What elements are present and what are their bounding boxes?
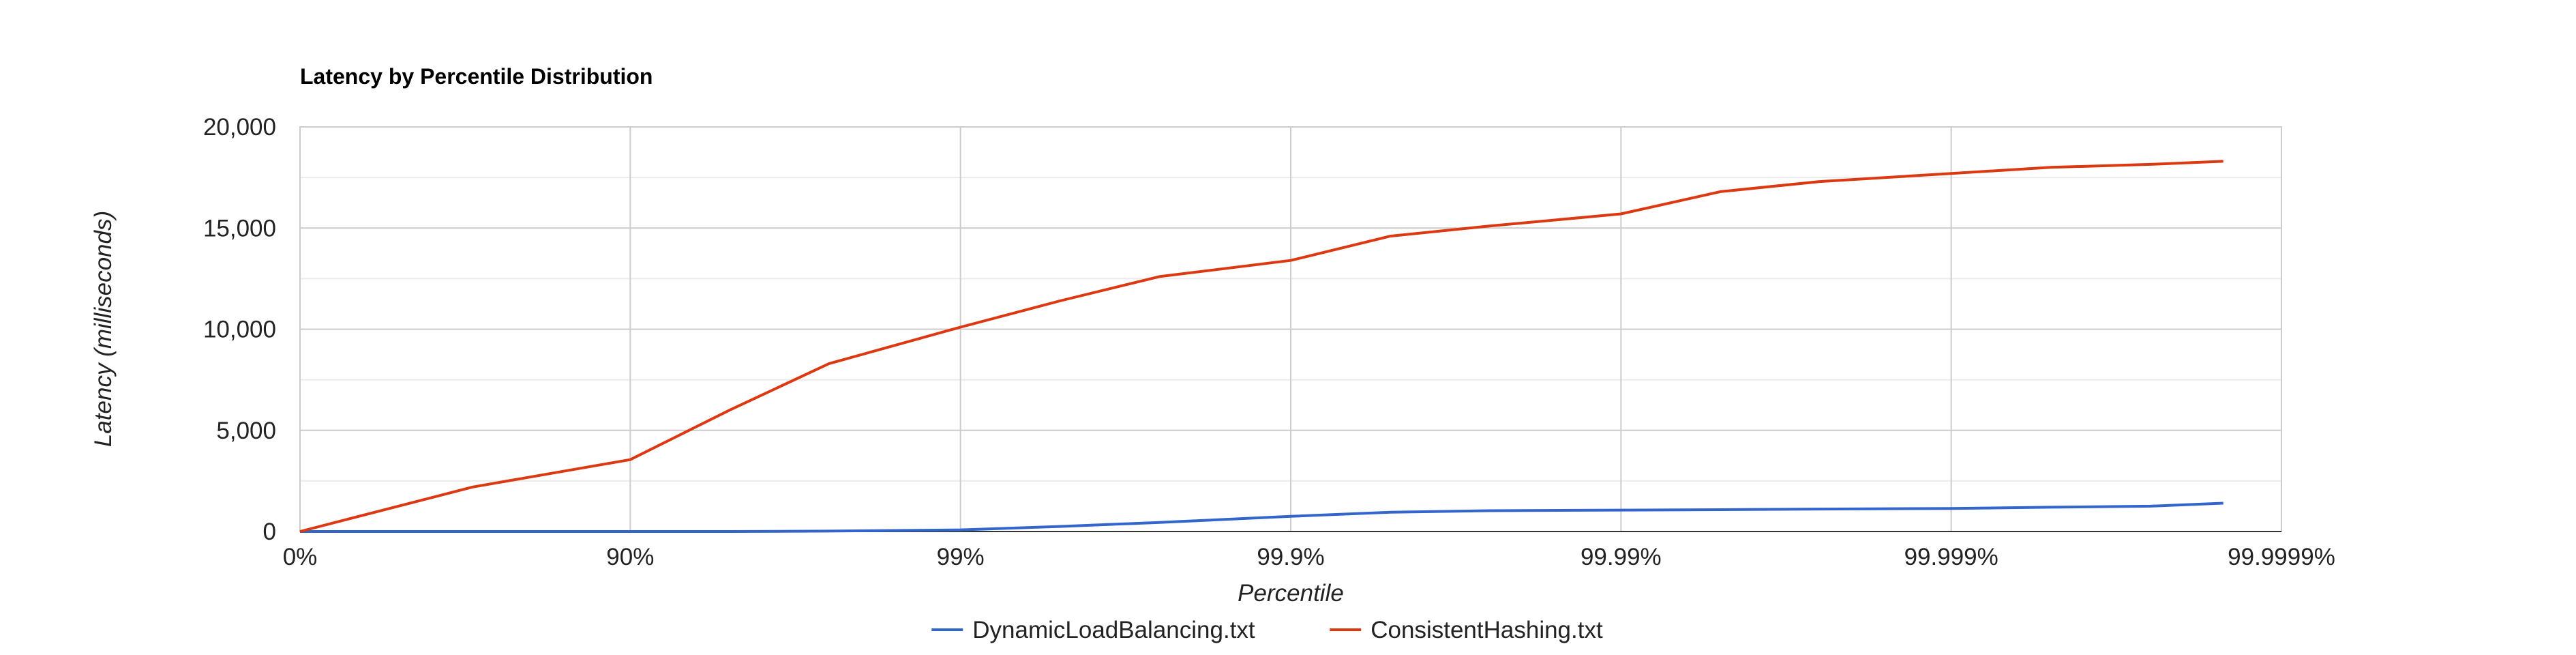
gridlines bbox=[300, 126, 2281, 532]
x-axis-title: Percentile bbox=[1238, 580, 1344, 607]
x-tick-label: 99.9% bbox=[1257, 544, 1324, 570]
y-axis-title: Latency (milliseconds) bbox=[90, 211, 117, 447]
x-tick-label: 0% bbox=[283, 544, 318, 570]
x-tick-label: 99% bbox=[937, 544, 985, 570]
y-tick-label: 0 bbox=[263, 519, 276, 545]
y-axis-ticks: 0 5,000 10,000 15,000 20,000 bbox=[203, 114, 276, 545]
y-tick-label: 15,000 bbox=[203, 215, 276, 242]
legend-label: ConsistentHashing.txt bbox=[1371, 617, 1603, 643]
legend: DynamicLoadBalancing.txt ConsistentHashin… bbox=[931, 617, 1603, 643]
x-tick-label: 99.999% bbox=[1904, 544, 1998, 570]
y-tick-label: 10,000 bbox=[203, 317, 276, 343]
series-line-consistent-hashing bbox=[299, 160, 2223, 533]
y-tick-label: 5,000 bbox=[216, 418, 276, 444]
series-lines bbox=[299, 160, 2223, 533]
x-tick-label: 99.99% bbox=[1581, 544, 1662, 570]
chart-title: Latency by Percentile Distribution bbox=[300, 64, 653, 89]
series-line-dynamic-load-balancing bbox=[300, 501, 2223, 533]
y-tick-label: 20,000 bbox=[203, 114, 276, 141]
x-axis-ticks: 0% 90% 99% 99.9% 99.99% 99.999% 99.9999% bbox=[283, 544, 2335, 570]
x-tick-label: 99.9999% bbox=[2228, 544, 2335, 570]
x-tick-label: 90% bbox=[606, 544, 654, 570]
legend-label: DynamicLoadBalancing.txt bbox=[972, 617, 1255, 643]
